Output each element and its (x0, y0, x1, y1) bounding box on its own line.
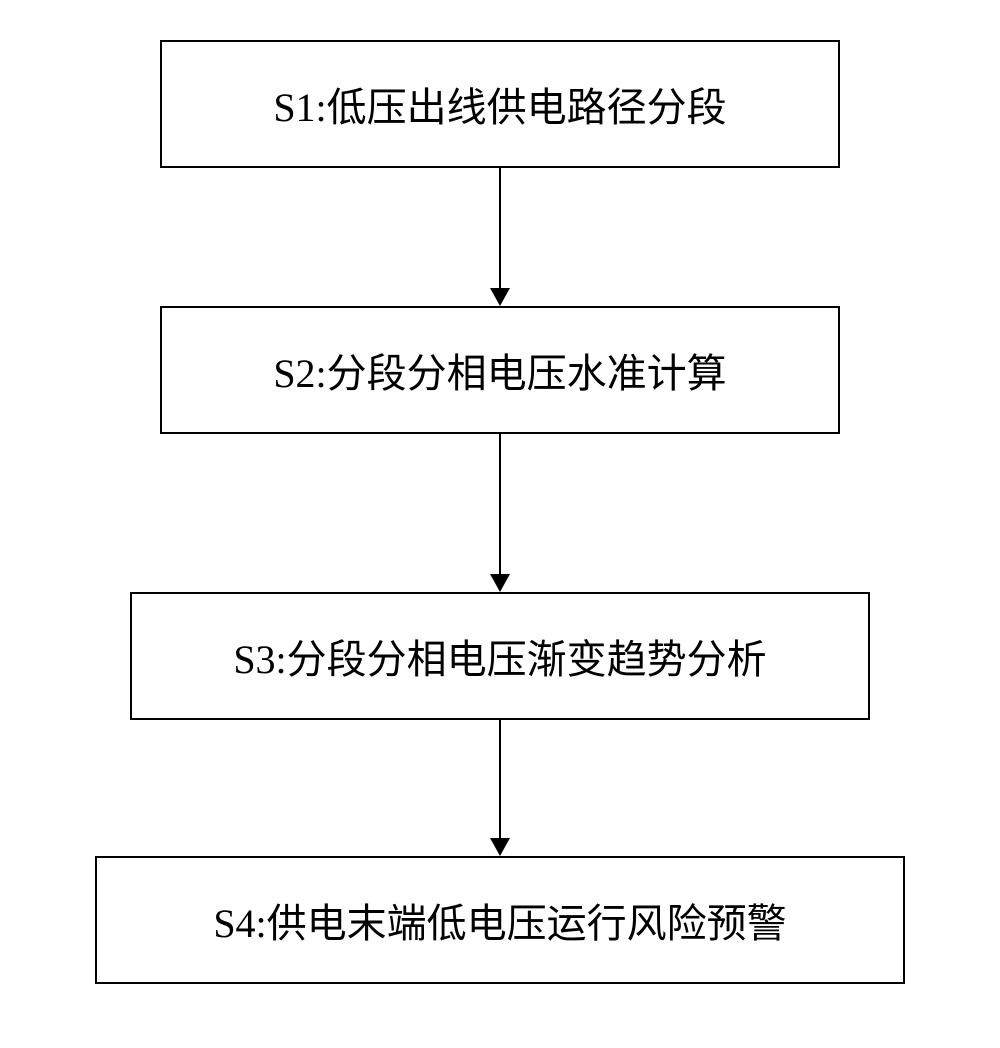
arrow-head-icon (490, 288, 510, 306)
arrow-s2-s3 (490, 434, 510, 592)
step-s1-box: S1:低压出线供电路径分段 (160, 40, 840, 168)
step-s4-box: S4:供电末端低电压运行风险预警 (95, 856, 905, 984)
step-s4-label: S4:供电末端低电压运行风险预警 (213, 891, 786, 949)
step-s3-box: S3:分段分相电压渐变趋势分析 (130, 592, 870, 720)
step-s2-label: S2:分段分相电压水准计算 (273, 341, 726, 399)
arrow-s3-s4 (490, 720, 510, 856)
step-s1-label: S1:低压出线供电路径分段 (273, 75, 726, 133)
arrow-line (499, 720, 501, 838)
arrow-s1-s2 (490, 168, 510, 306)
flowchart-container: S1:低压出线供电路径分段 S2:分段分相电压水准计算 S3:分段分相电压渐变趋… (95, 40, 905, 984)
arrow-line (499, 168, 501, 288)
arrow-line (499, 434, 501, 574)
step-s3-label: S3:分段分相电压渐变趋势分析 (233, 627, 766, 685)
arrow-head-icon (490, 574, 510, 592)
step-s2-box: S2:分段分相电压水准计算 (160, 306, 840, 434)
arrow-head-icon (490, 838, 510, 856)
